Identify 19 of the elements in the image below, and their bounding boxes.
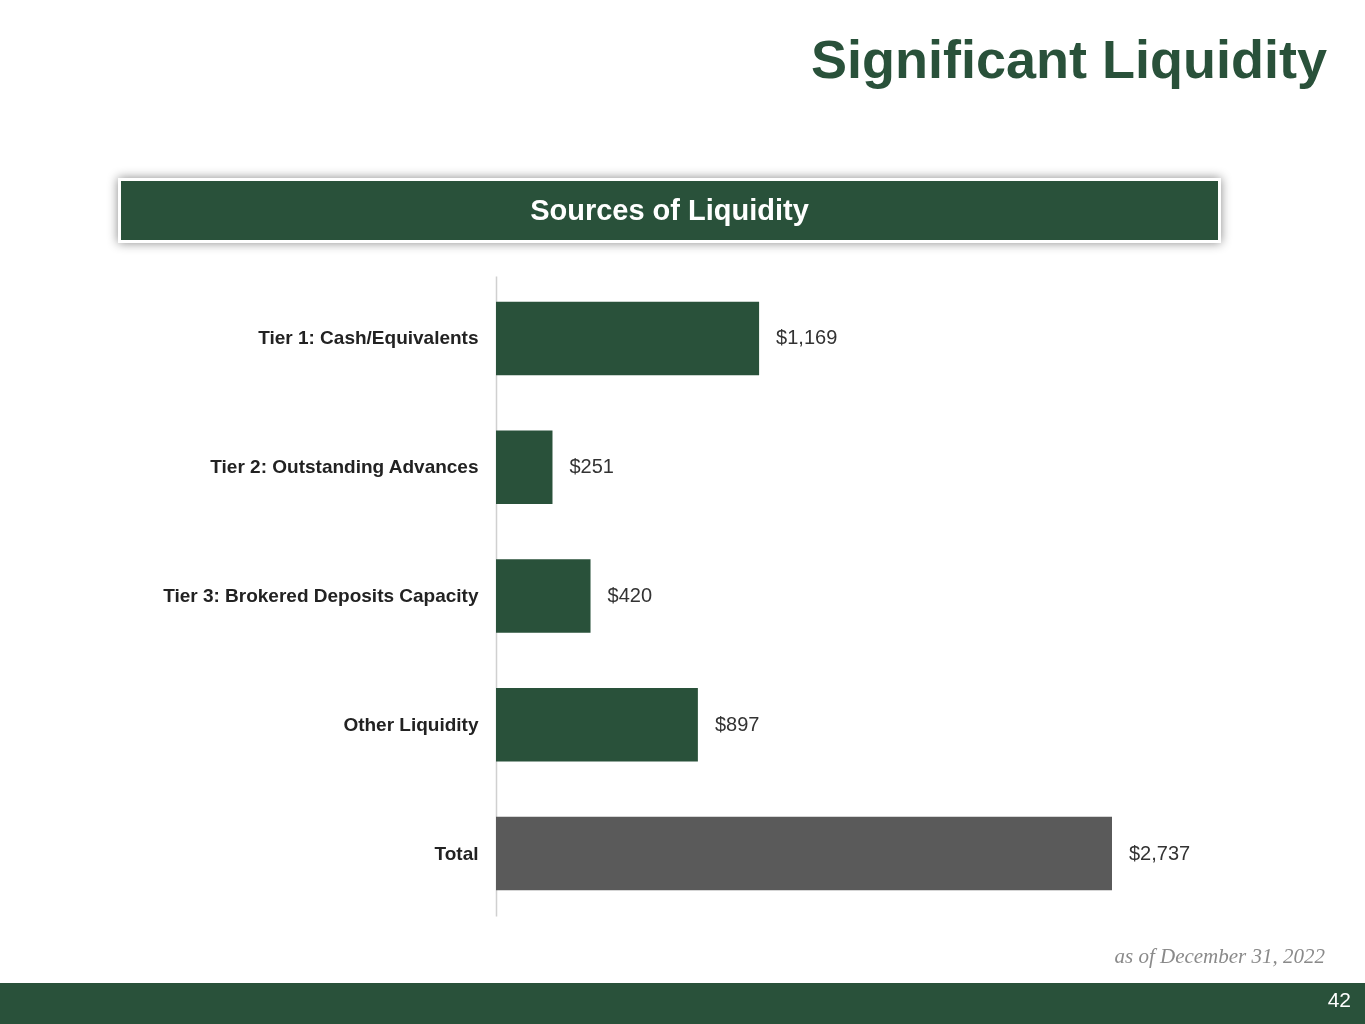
bar [496, 301, 760, 376]
y-tick-label: Total [434, 842, 479, 864]
data-label: $2,737 [1129, 841, 1191, 864]
data-label: $1,169 [776, 326, 838, 349]
bar [496, 816, 1112, 891]
chart-subtitle: Sources of Liquidity [118, 178, 1221, 243]
y-tick-label: Tier 1: Cash/Equivalents [258, 327, 479, 349]
bar [496, 559, 591, 633]
chart-title: Significant Liquidity [811, 28, 1327, 90]
data-label: $897 [714, 712, 760, 735]
y-tick-label: Tier 3: Brokered Deposits Capacity [163, 585, 479, 606]
y-tick-label: Other Liquidity [343, 713, 479, 735]
bar [496, 430, 553, 504]
data-label: $251 [569, 455, 614, 478]
text: as of December 31, 2022 [1114, 944, 1325, 969]
y-tick-label: Tier 2: Outstanding Advances [210, 456, 479, 478]
bar [496, 688, 698, 762]
text: 42 [1327, 988, 1351, 1012]
data-label: $420 [607, 584, 653, 606]
